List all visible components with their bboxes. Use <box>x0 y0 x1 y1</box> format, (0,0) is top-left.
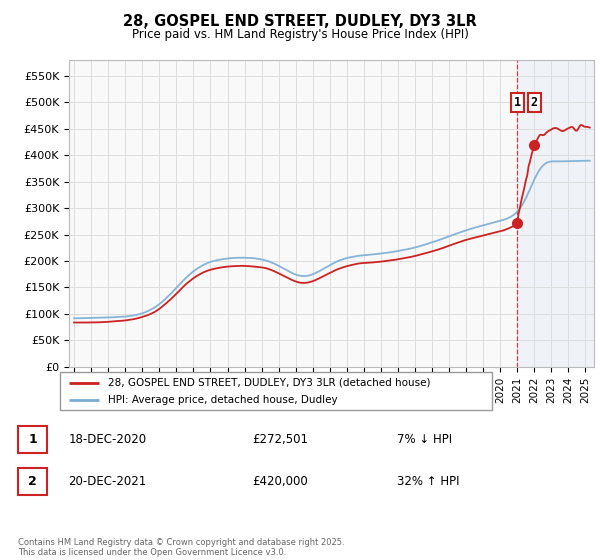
Text: 28, GOSPEL END STREET, DUDLEY, DY3 3LR (detached house): 28, GOSPEL END STREET, DUDLEY, DY3 3LR (… <box>107 377 430 388</box>
Bar <box>517 60 594 367</box>
Text: 18-DEC-2020: 18-DEC-2020 <box>68 433 146 446</box>
Text: 2: 2 <box>531 96 538 109</box>
Bar <box>18 468 47 495</box>
Text: Price paid vs. HM Land Registry's House Price Index (HPI): Price paid vs. HM Land Registry's House … <box>131 28 469 41</box>
Text: £272,501: £272,501 <box>253 433 308 446</box>
Text: 28, GOSPEL END STREET, DUDLEY, DY3 3LR: 28, GOSPEL END STREET, DUDLEY, DY3 3LR <box>123 14 477 29</box>
Text: 1: 1 <box>28 433 37 446</box>
Text: Contains HM Land Registry data © Crown copyright and database right 2025.
This d: Contains HM Land Registry data © Crown c… <box>18 538 344 557</box>
Bar <box>18 426 47 453</box>
Text: 32% ↑ HPI: 32% ↑ HPI <box>397 475 460 488</box>
Text: 2: 2 <box>28 475 37 488</box>
Text: HPI: Average price, detached house, Dudley: HPI: Average price, detached house, Dudl… <box>107 395 337 405</box>
Text: 7% ↓ HPI: 7% ↓ HPI <box>397 433 452 446</box>
Text: 20-DEC-2021: 20-DEC-2021 <box>68 475 146 488</box>
Text: £420,000: £420,000 <box>253 475 308 488</box>
Text: 1: 1 <box>514 96 521 109</box>
